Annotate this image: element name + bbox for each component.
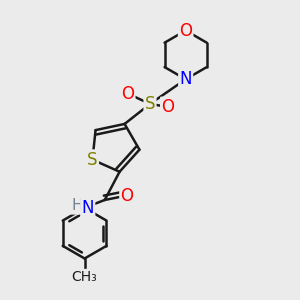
Text: O: O [161,98,174,116]
Text: N: N [179,70,192,88]
Text: O: O [121,187,134,205]
Text: N: N [82,199,94,217]
Text: S: S [145,95,155,113]
Text: H: H [71,198,83,213]
Text: CH₃: CH₃ [72,270,98,284]
Text: O: O [121,85,134,103]
Text: O: O [179,22,192,40]
Text: S: S [87,151,98,169]
